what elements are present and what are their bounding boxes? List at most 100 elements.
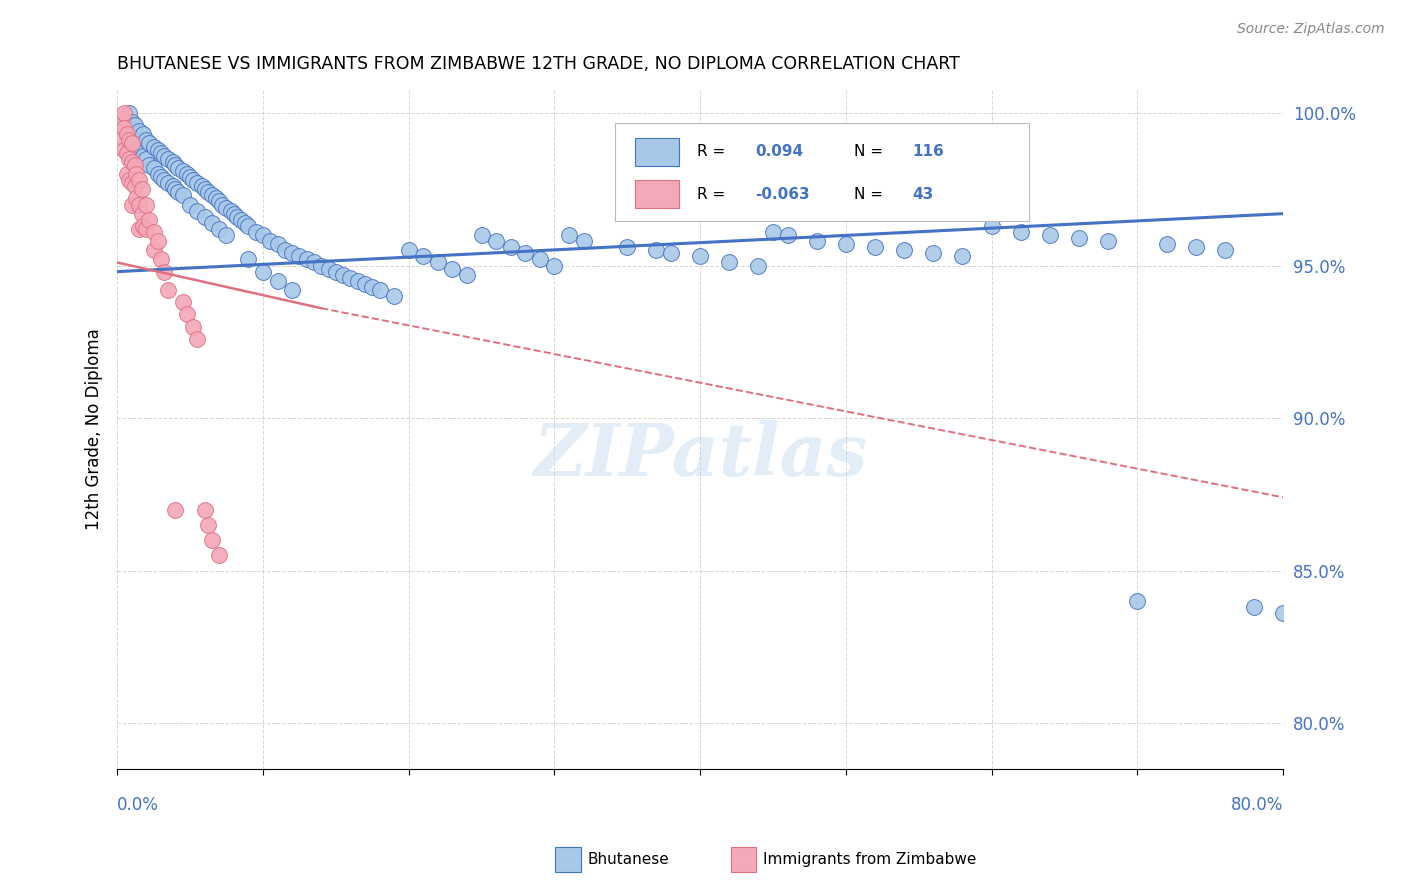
- Point: [190, 179, 212, 194]
- Point: [142, 161, 165, 175]
- Point: [368, 283, 391, 297]
- Text: Source: ZipAtlas.com: Source: ZipAtlas.com: [1237, 22, 1385, 37]
- Point: [162, 154, 184, 169]
- Point: [318, 261, 340, 276]
- Point: [215, 227, 238, 242]
- Point: [153, 173, 176, 187]
- Point: [225, 210, 247, 224]
- Point: [281, 246, 304, 260]
- Point: [485, 234, 508, 248]
- Point: [146, 143, 169, 157]
- FancyBboxPatch shape: [636, 180, 679, 209]
- Point: [153, 149, 176, 163]
- Point: [181, 319, 204, 334]
- Point: [118, 173, 141, 187]
- Text: ZIPatlas: ZIPatlas: [533, 420, 868, 491]
- Point: [1067, 231, 1090, 245]
- Point: [259, 234, 281, 248]
- Text: 43: 43: [912, 186, 934, 202]
- Point: [470, 227, 492, 242]
- Text: R =: R =: [696, 145, 725, 160]
- Point: [146, 234, 169, 248]
- Point: [179, 169, 201, 184]
- Point: [252, 227, 274, 242]
- Point: [149, 145, 172, 160]
- Point: [325, 264, 347, 278]
- Point: [235, 216, 257, 230]
- Point: [121, 136, 143, 151]
- Point: [114, 106, 136, 120]
- Point: [1039, 227, 1062, 242]
- Text: 116: 116: [912, 145, 943, 160]
- Text: R =: R =: [696, 186, 725, 202]
- Point: [149, 169, 172, 184]
- Point: [132, 149, 155, 163]
- Point: [543, 259, 565, 273]
- Point: [157, 283, 180, 297]
- Point: [142, 225, 165, 239]
- Text: N =: N =: [853, 186, 883, 202]
- Point: [167, 186, 190, 200]
- Point: [288, 249, 311, 263]
- Point: [1243, 600, 1265, 615]
- Point: [835, 237, 858, 252]
- Point: [572, 234, 595, 248]
- Point: [117, 167, 139, 181]
- Point: [118, 152, 141, 166]
- Point: [361, 280, 384, 294]
- FancyBboxPatch shape: [636, 137, 679, 166]
- Point: [176, 167, 198, 181]
- Point: [208, 549, 231, 563]
- Point: [208, 194, 231, 209]
- Point: [893, 244, 915, 258]
- Point: [149, 252, 172, 267]
- Point: [186, 176, 208, 190]
- Point: [135, 222, 157, 236]
- Point: [616, 240, 638, 254]
- Point: [645, 244, 668, 258]
- Point: [121, 176, 143, 190]
- Text: Bhutanese: Bhutanese: [588, 853, 669, 867]
- Point: [186, 203, 208, 218]
- Point: [515, 246, 537, 260]
- Point: [124, 158, 146, 172]
- Point: [211, 197, 233, 211]
- Point: [121, 115, 143, 129]
- Point: [153, 264, 176, 278]
- Point: [167, 161, 190, 175]
- Point: [274, 244, 297, 258]
- Point: [194, 210, 217, 224]
- Point: [118, 133, 141, 147]
- Point: [121, 130, 143, 145]
- Point: [205, 191, 228, 205]
- Point: [238, 219, 260, 233]
- Point: [124, 179, 146, 194]
- Point: [117, 145, 139, 160]
- Point: [266, 237, 288, 252]
- Text: 0.094: 0.094: [755, 145, 803, 160]
- Point: [309, 259, 332, 273]
- Point: [398, 244, 420, 258]
- Point: [131, 182, 153, 196]
- Point: [208, 222, 231, 236]
- Point: [252, 264, 274, 278]
- Point: [114, 121, 136, 136]
- Point: [131, 207, 153, 221]
- Point: [125, 191, 148, 205]
- Point: [197, 186, 219, 200]
- Point: [1213, 244, 1236, 258]
- Point: [114, 143, 136, 157]
- Point: [1010, 225, 1032, 239]
- Point: [179, 197, 201, 211]
- Text: 0.0%: 0.0%: [117, 797, 159, 814]
- Point: [125, 167, 148, 181]
- Point: [186, 332, 208, 346]
- Point: [1156, 237, 1178, 252]
- Point: [117, 128, 139, 142]
- Point: [302, 255, 325, 269]
- Point: [806, 234, 828, 248]
- Point: [142, 244, 165, 258]
- Point: [135, 133, 157, 147]
- Point: [157, 152, 180, 166]
- Point: [747, 259, 769, 273]
